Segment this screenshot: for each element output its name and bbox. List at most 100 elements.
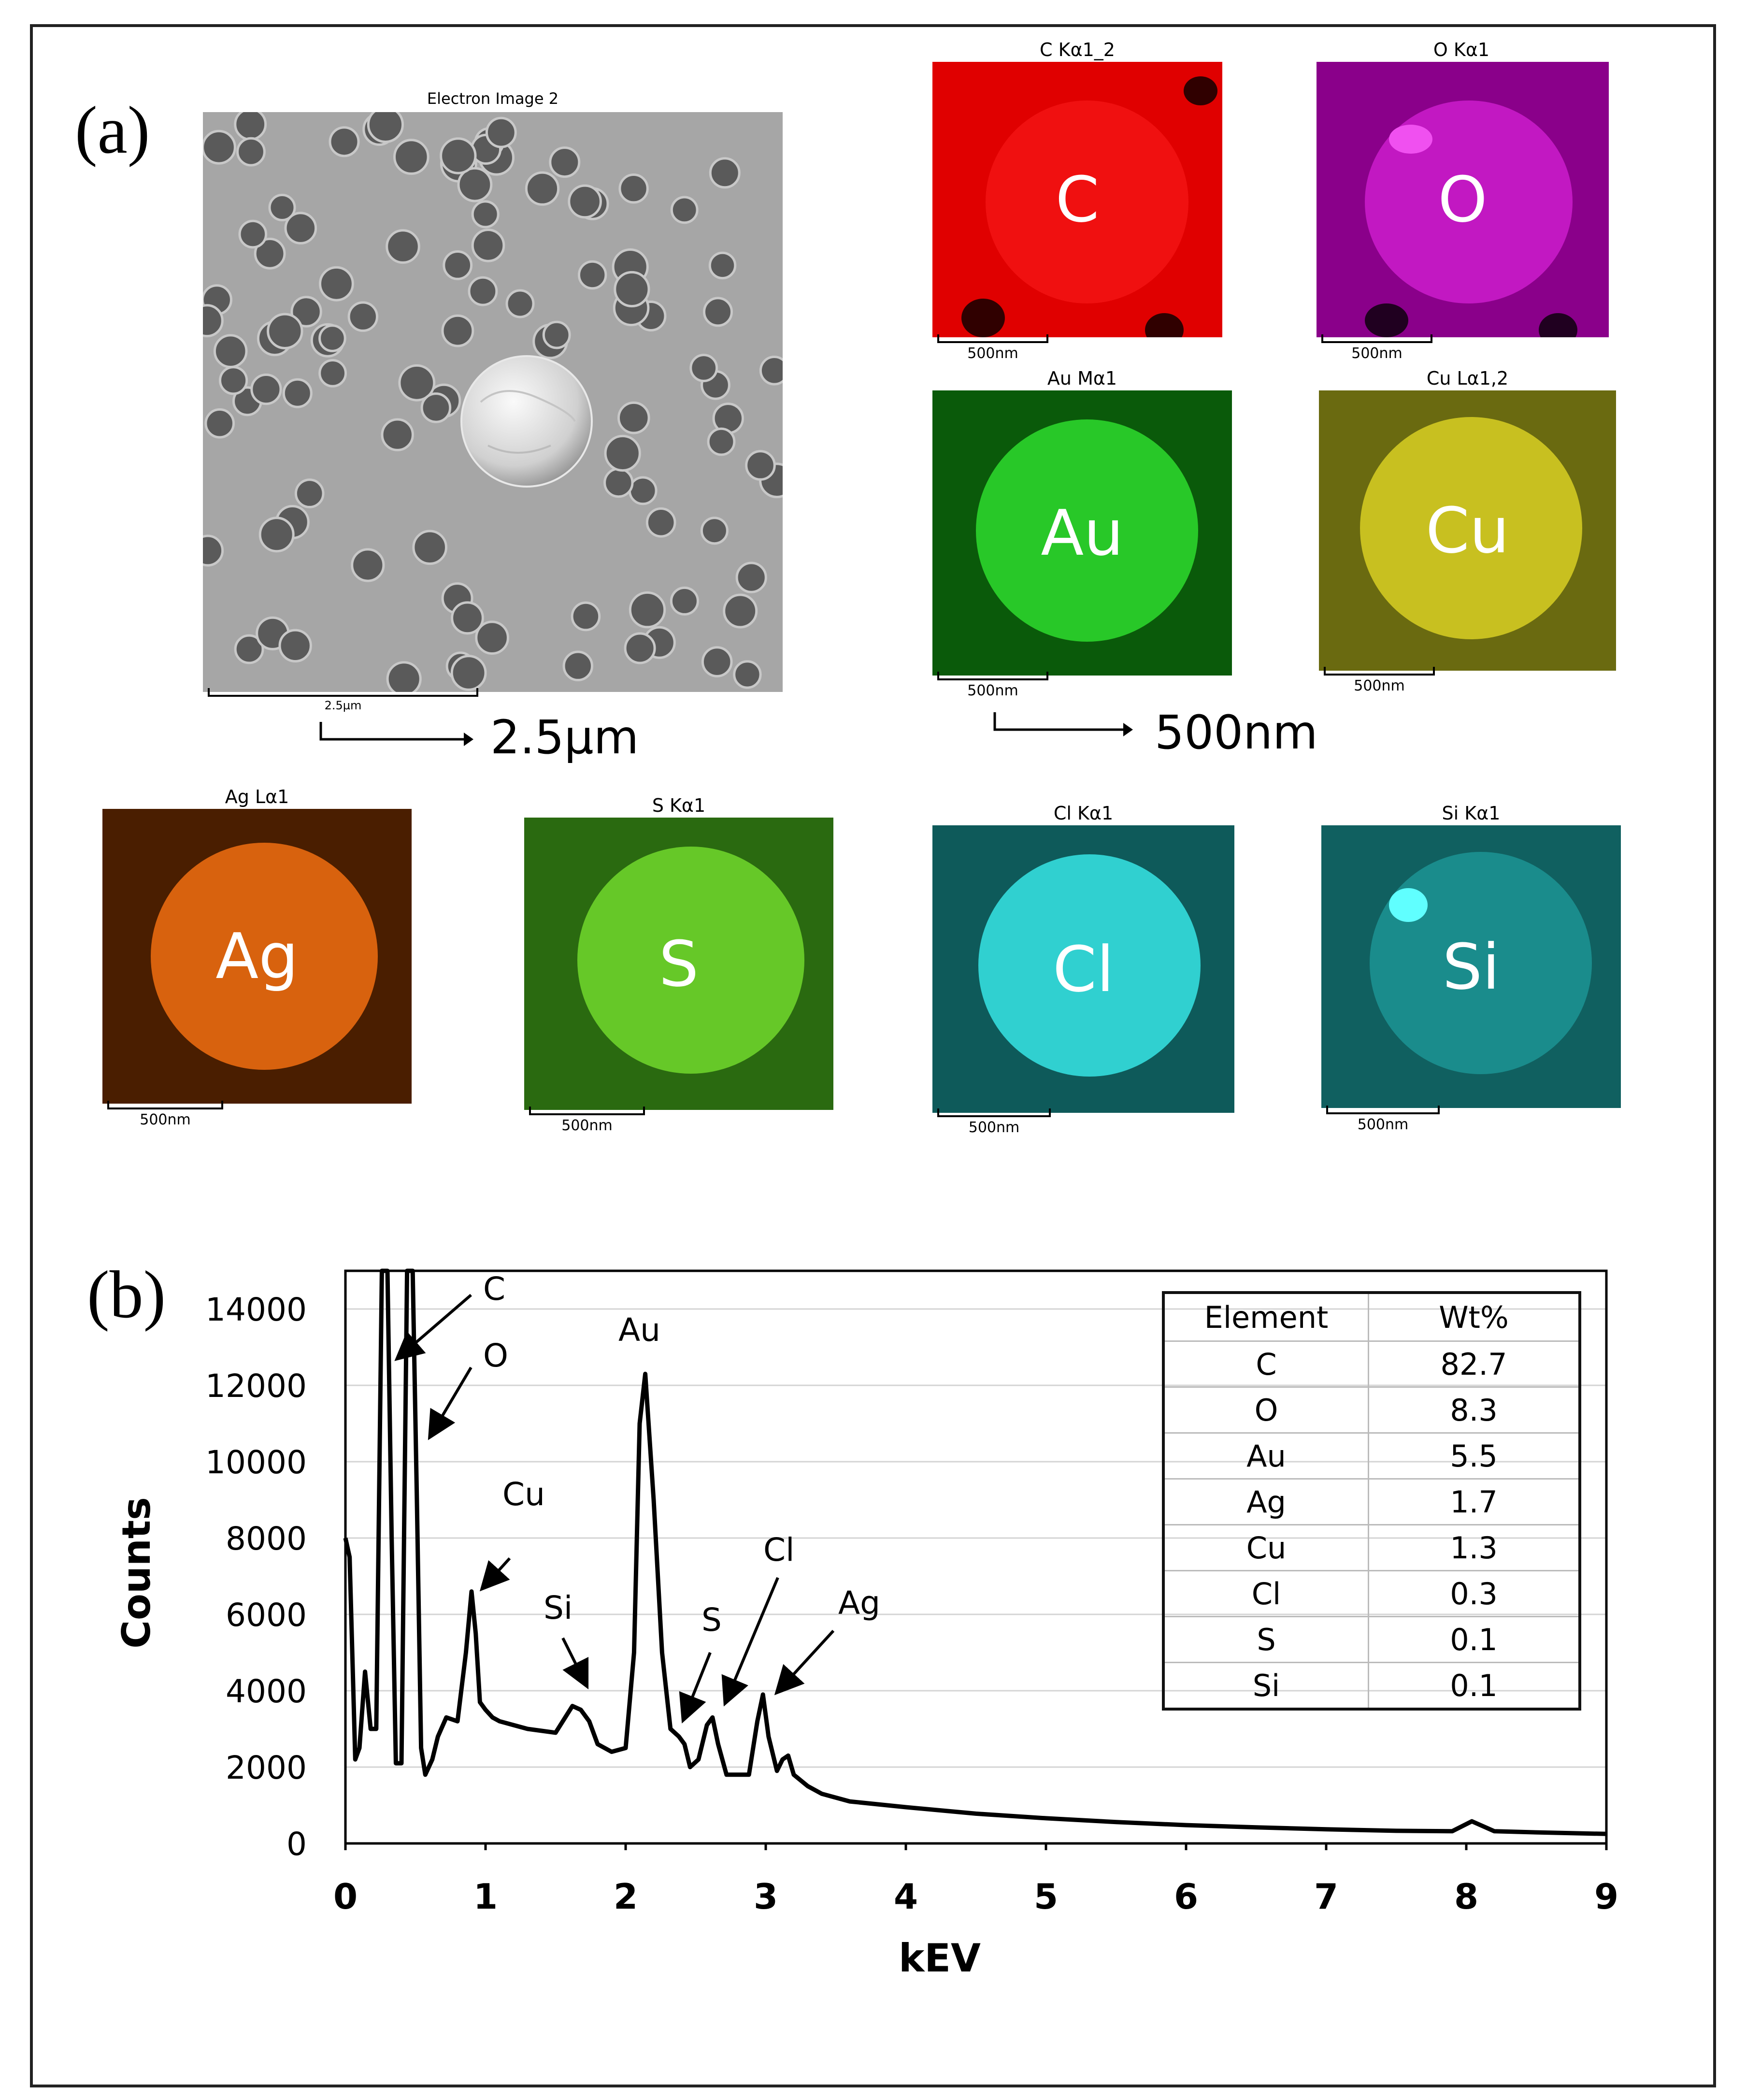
membrane-pore — [386, 661, 422, 692]
membrane-pore — [318, 324, 346, 352]
membrane-pore — [628, 476, 658, 505]
y-tick-label: 10000 — [205, 1444, 307, 1481]
membrane-pore — [485, 116, 517, 148]
table-row: Au 5.5 — [1162, 1432, 1581, 1480]
membrane-pore — [236, 137, 266, 167]
y-tick-label: 6000 — [226, 1597, 307, 1634]
x-axis-label: kEV — [899, 1936, 981, 1981]
table-cell-element: Cl — [1162, 1570, 1369, 1617]
membrane-pore — [290, 296, 322, 328]
map-scalebar-text-c: 500nm — [967, 345, 1018, 362]
membrane-pore — [367, 112, 404, 143]
map-letter-cu: Cu — [1425, 494, 1510, 567]
electron-image-scalebar: 2.5µm — [208, 688, 478, 712]
y-tick-label: 8000 — [226, 1520, 307, 1557]
map-scalebar-text-cu: 500nm — [1354, 677, 1405, 694]
peak-label-s: S — [701, 1601, 722, 1639]
map-scalebar-o: 500nm — [1321, 334, 1432, 362]
y-tick-label: 2000 — [226, 1749, 307, 1786]
y-tick-label: 14000 — [205, 1291, 307, 1328]
peak-label-c: C — [483, 1270, 505, 1308]
membrane-pore — [624, 632, 656, 664]
membrane-pore — [329, 126, 360, 158]
table-cell-wt: 0.1 — [1368, 1662, 1581, 1710]
table-row: S 0.1 — [1162, 1616, 1581, 1663]
peak-label-o: O — [483, 1337, 508, 1374]
map-scalebar-au: 500nm — [937, 672, 1048, 699]
membrane-pore — [234, 634, 264, 664]
electron-image-title: Electron Image 2 — [427, 89, 559, 108]
peak-label-cl: Cl — [763, 1531, 794, 1568]
membrane-pore — [393, 139, 429, 175]
x-tick-label: 0 — [333, 1876, 358, 1917]
element-map-s: S — [524, 818, 833, 1110]
table-cell-wt: 5.5 — [1368, 1432, 1581, 1480]
arrow-c — [394, 1294, 472, 1361]
arrow-ag — [774, 1629, 835, 1696]
membrane-pore — [542, 320, 571, 349]
map-scalebar-s: 500nm — [529, 1107, 645, 1134]
electron-image-graphic — [203, 112, 783, 692]
table-cell-element: S — [1162, 1616, 1369, 1663]
table-header-wt: Wt% — [1368, 1292, 1581, 1342]
panel-b-label: (b) — [87, 1257, 166, 1332]
map-letter-cl: Cl — [1053, 932, 1114, 1006]
membrane-pore — [457, 167, 493, 202]
membrane-pore — [441, 314, 474, 347]
arrow-o — [428, 1366, 472, 1440]
membrane-pore — [318, 359, 347, 388]
arrow-cl — [721, 1577, 779, 1707]
map-scalebar-cl: 500nm — [937, 1108, 1051, 1136]
map-scalebar-text-au: 500nm — [967, 682, 1018, 699]
table-header-element: Element — [1162, 1292, 1369, 1342]
element-map-au: Au — [932, 390, 1232, 676]
element-map-cu: Cu — [1319, 390, 1616, 671]
membrane-pore — [450, 655, 487, 691]
map-title-au: Au Mα1 — [1047, 368, 1117, 389]
map-scale-label: 500nm — [1155, 705, 1318, 760]
membrane-pore — [203, 534, 224, 567]
x-tick-label: 3 — [754, 1876, 778, 1917]
map-scalebar-text-s: 500nm — [561, 1117, 613, 1134]
peak-label-si: Si — [544, 1589, 572, 1626]
map-scalebar-text-si: 500nm — [1357, 1116, 1409, 1133]
table-cell-wt: 82.7 — [1368, 1340, 1581, 1388]
table-cell-element: Ag — [1162, 1478, 1369, 1525]
membrane-pore — [234, 112, 267, 141]
table-row: O 8.3 — [1162, 1386, 1581, 1434]
element-map-cl: Cl — [932, 825, 1234, 1113]
membrane-pore — [604, 434, 641, 472]
membrane-pore — [219, 366, 248, 395]
membrane-pore — [578, 260, 607, 290]
peak-label-au: Au — [618, 1311, 660, 1349]
map-letter-au: Au — [1041, 496, 1124, 570]
membrane-pore — [549, 146, 581, 178]
table-cell-wt: 1.7 — [1368, 1478, 1581, 1525]
x-tick-label: 7 — [1314, 1876, 1338, 1917]
membrane-pore — [475, 620, 509, 655]
membrane-pore — [670, 196, 699, 224]
membrane-pore — [420, 392, 452, 423]
membrane-pore — [250, 374, 282, 405]
membrane-pore — [618, 173, 649, 204]
x-tick-label: 4 — [894, 1876, 918, 1917]
membrane-pore — [412, 530, 448, 565]
membrane-pore — [386, 229, 420, 264]
map-letter-o: O — [1438, 163, 1488, 236]
arrow-s — [679, 1652, 712, 1724]
membrane-pore — [451, 601, 484, 635]
membrane-pore — [603, 467, 634, 498]
membrane-pore — [203, 129, 236, 165]
membrane-pore — [258, 517, 295, 553]
composition-table: Element Wt% C 82.7 O 8.3 Au 5.5 Ag 1.7 Cu 1.3 Cl 0.… — [1162, 1291, 1581, 1711]
map-scalebar-text-ag: 500nm — [140, 1111, 191, 1128]
table-cell-element: Au — [1162, 1432, 1369, 1480]
figure-frame — [30, 24, 1716, 2087]
membrane-pore — [708, 251, 737, 280]
membrane-pore — [294, 478, 325, 508]
element-map-o: O — [1317, 62, 1609, 337]
peak-label-cu: Cu — [502, 1476, 545, 1513]
membrane-pore — [709, 157, 741, 189]
x-tick-label: 9 — [1594, 1876, 1618, 1917]
membrane-pore — [381, 418, 414, 451]
